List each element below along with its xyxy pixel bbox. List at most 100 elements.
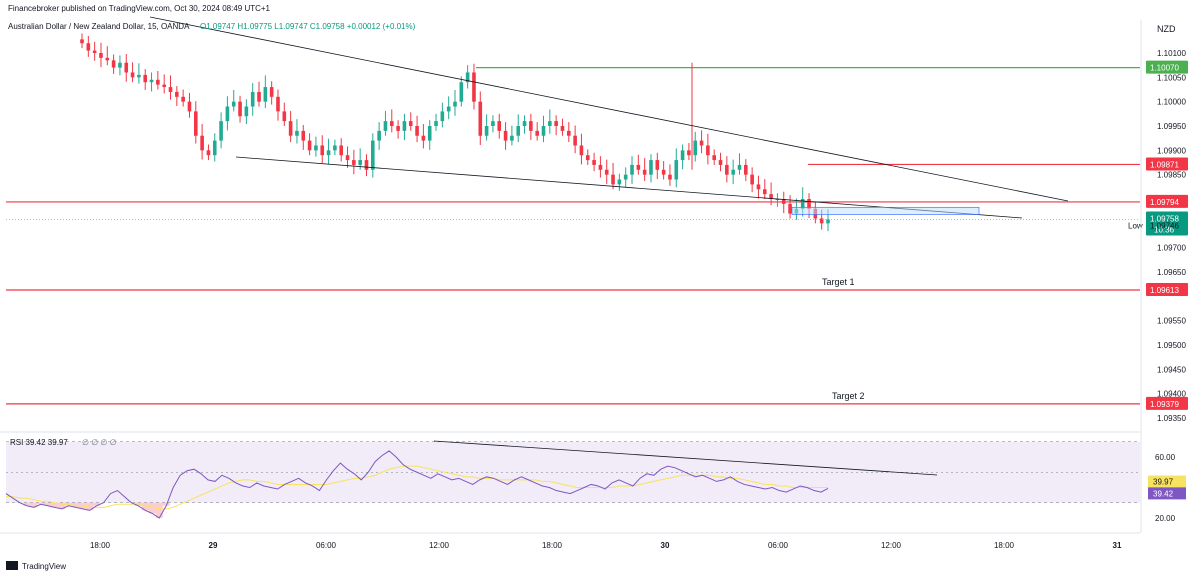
candle-body — [434, 121, 438, 126]
candlestick-series — [80, 33, 830, 232]
rsi-oversold-fill — [72, 502, 80, 508]
candle-body — [548, 121, 552, 126]
candle-body — [427, 126, 432, 141]
rsi-legend-tail: ∅ ∅ ∅ ∅ — [82, 438, 117, 447]
level-price-label: 1.09794 — [1150, 198, 1179, 207]
price-tick-label: 1.09450 — [1157, 365, 1186, 374]
candle-body — [541, 126, 546, 136]
candle-body — [687, 150, 691, 156]
candle-body — [206, 150, 211, 156]
candle-body — [503, 130, 508, 141]
level-price-tag — [1146, 194, 1188, 208]
price-tick-label: 1.09550 — [1157, 317, 1186, 326]
candle-body — [168, 87, 173, 92]
candle-body — [510, 135, 514, 141]
time-tick-label: 06:00 — [316, 541, 337, 550]
rsi-oversold-fill — [141, 502, 149, 511]
candle-body — [333, 145, 337, 151]
time-tick-label: 18:00 — [90, 541, 111, 550]
candle-body — [250, 91, 255, 107]
level-price-label: 1.09613 — [1150, 286, 1179, 295]
candle-body — [118, 62, 122, 68]
candle-body — [453, 101, 457, 107]
candle-body — [826, 219, 830, 224]
candle-body — [472, 72, 476, 102]
candle-body — [383, 121, 388, 131]
ohlc-legend: O1.09747 H1.09775 L1.09747 C1.09758 +0.0… — [200, 22, 416, 31]
candle-body — [282, 111, 287, 122]
candle-body — [750, 174, 754, 185]
rsi-oversold-fill — [93, 502, 101, 506]
candle-body — [725, 164, 729, 175]
candle-body — [611, 174, 615, 185]
price-tick-label: 1.09700 — [1157, 244, 1186, 253]
candle-body — [371, 140, 375, 170]
horizontal-levels: 1.10070 1.09871 1.09794 1.09613 Target 1 1.09… — [6, 60, 1188, 410]
level-price-label: 1.10070 — [1150, 64, 1179, 73]
candle-body — [623, 174, 628, 180]
currency-label: NZD — [1157, 24, 1176, 34]
candle-body — [781, 199, 786, 204]
tradingview-logo[interactable]: TradingView — [6, 561, 66, 571]
rsi-tag-label: 39.42 — [1153, 489, 1174, 498]
candle-body — [522, 121, 527, 126]
candle-body — [187, 101, 192, 112]
time-tick-label: 18:00 — [994, 541, 1015, 550]
candle-body — [156, 79, 160, 85]
candle-body — [86, 43, 91, 51]
candle-body — [617, 179, 622, 185]
candle-body — [699, 140, 704, 146]
candle-body — [364, 160, 369, 170]
candle-body — [99, 53, 103, 58]
candle-body — [105, 57, 110, 61]
candle-body — [130, 72, 135, 78]
candle-body — [655, 160, 660, 170]
candle-body — [636, 164, 641, 170]
rsi-line — [5, 450, 829, 519]
level-price-tag — [1146, 396, 1188, 410]
candle-body — [762, 189, 767, 195]
candle-body — [529, 121, 533, 131]
candle-body — [807, 199, 811, 209]
candle-body — [352, 160, 356, 165]
low-label: Low — [1128, 221, 1143, 230]
brand-label: TradingView — [22, 562, 66, 571]
rsi-trendline — [433, 440, 938, 476]
time-tick-label: 12:00 — [429, 541, 450, 550]
level-price-tag — [1146, 157, 1188, 171]
symbol-legend: Australian Dollar / New Zealand Dollar, … — [8, 22, 190, 31]
time-tick-label: 06:00 — [768, 541, 789, 550]
price-tick-label: 1.10100 — [1157, 49, 1186, 58]
candle-body — [693, 140, 698, 156]
candle-body — [661, 169, 666, 175]
candle-body — [124, 62, 129, 73]
level-price-tag — [1146, 283, 1188, 297]
candle-body — [573, 135, 577, 146]
candle-body — [459, 82, 464, 102]
candle-body — [358, 160, 362, 165]
axes: 1.10100 1.10050 1.10000 1.09950 1.09900 1.098… — [0, 20, 1186, 550]
candle-body — [712, 155, 717, 161]
candle-body — [269, 87, 274, 97]
drawings: 1.09758 10:36 Low 1.09746 — [6, 16, 1188, 236]
candle-body — [484, 126, 489, 136]
time-tick-label: 18:00 — [542, 541, 563, 550]
price-tick-label: 1.09500 — [1157, 341, 1186, 350]
candle-body — [642, 169, 647, 175]
candle-body — [263, 87, 268, 102]
countdown-label: 10:36 — [1154, 225, 1175, 234]
current-price-label: 1.09758 — [1150, 214, 1179, 223]
price-tick-label: 1.09850 — [1157, 171, 1186, 180]
rsi-oversold-fill — [148, 502, 156, 514]
rsi-oversold-fill — [162, 502, 170, 506]
candle-body — [800, 199, 805, 209]
candle-body — [307, 140, 312, 151]
candle-body — [225, 106, 230, 122]
candle-body — [465, 72, 470, 83]
price-tick-label: 1.09400 — [1157, 390, 1186, 399]
rsi-tick-label: 20.00 — [1155, 514, 1176, 523]
candle-body — [326, 150, 331, 156]
candle-body — [175, 91, 179, 97]
candle-body — [579, 145, 584, 156]
